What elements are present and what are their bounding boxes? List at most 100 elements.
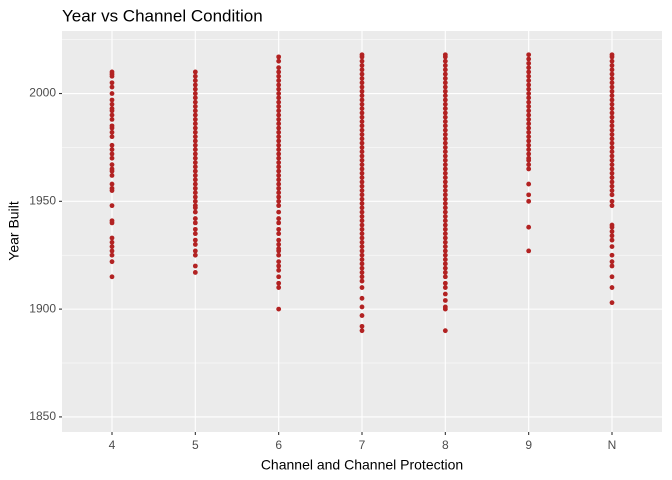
point bbox=[192, 129, 198, 135]
point bbox=[442, 291, 448, 297]
point bbox=[192, 125, 198, 131]
point bbox=[276, 142, 282, 148]
x-axis-title: Channel and Channel Protection bbox=[261, 457, 463, 473]
point bbox=[359, 76, 365, 81]
point bbox=[442, 170, 448, 176]
point bbox=[192, 142, 198, 148]
point bbox=[359, 162, 365, 168]
point bbox=[609, 93, 615, 99]
point bbox=[609, 88, 615, 94]
point bbox=[442, 88, 448, 94]
point bbox=[359, 93, 365, 99]
point bbox=[276, 274, 282, 280]
y-tick-label: 1950 bbox=[29, 193, 56, 207]
point bbox=[192, 95, 198, 101]
point bbox=[192, 155, 198, 161]
point bbox=[192, 242, 198, 247]
point bbox=[192, 112, 198, 118]
point bbox=[276, 252, 282, 258]
point bbox=[442, 136, 448, 142]
point bbox=[526, 60, 532, 66]
point bbox=[109, 259, 115, 265]
x-tick-label: 6 bbox=[275, 438, 282, 452]
point bbox=[442, 67, 448, 73]
point bbox=[192, 160, 198, 165]
point bbox=[359, 192, 365, 198]
point bbox=[276, 125, 282, 131]
point bbox=[109, 173, 115, 178]
point bbox=[609, 71, 615, 77]
x-tick-label: 4 bbox=[109, 438, 116, 452]
point bbox=[442, 196, 448, 202]
point bbox=[442, 226, 448, 232]
point bbox=[442, 145, 448, 150]
point bbox=[526, 181, 532, 187]
point bbox=[109, 147, 115, 152]
point bbox=[609, 58, 615, 64]
point bbox=[442, 71, 448, 77]
point bbox=[609, 63, 615, 68]
point bbox=[109, 112, 115, 118]
point bbox=[192, 104, 198, 109]
point bbox=[359, 110, 365, 116]
point bbox=[359, 106, 365, 112]
point bbox=[609, 244, 615, 249]
point bbox=[609, 80, 615, 86]
point bbox=[442, 162, 448, 168]
point bbox=[359, 214, 365, 219]
point bbox=[526, 52, 532, 58]
point bbox=[276, 151, 282, 157]
point bbox=[359, 285, 365, 290]
point bbox=[359, 235, 365, 241]
point bbox=[442, 205, 448, 211]
point bbox=[192, 134, 198, 140]
point bbox=[526, 95, 532, 101]
point bbox=[359, 274, 365, 280]
point bbox=[109, 239, 115, 245]
point bbox=[276, 99, 282, 105]
point bbox=[609, 162, 615, 168]
point bbox=[109, 274, 115, 280]
point bbox=[442, 166, 448, 172]
point bbox=[109, 101, 115, 107]
point bbox=[442, 244, 448, 249]
point bbox=[276, 285, 282, 290]
point bbox=[609, 140, 615, 146]
point bbox=[109, 185, 115, 191]
point bbox=[609, 183, 615, 189]
point bbox=[442, 252, 448, 258]
point bbox=[276, 58, 282, 64]
point bbox=[109, 155, 115, 161]
point bbox=[442, 110, 448, 116]
point bbox=[359, 270, 365, 275]
point bbox=[609, 237, 615, 243]
point bbox=[276, 147, 282, 152]
point bbox=[359, 175, 365, 181]
point bbox=[276, 168, 282, 174]
point bbox=[276, 246, 282, 252]
point bbox=[442, 222, 448, 228]
point bbox=[109, 235, 115, 241]
point bbox=[526, 162, 532, 168]
point bbox=[359, 67, 365, 73]
point bbox=[192, 237, 198, 243]
point bbox=[442, 157, 448, 163]
point bbox=[359, 80, 365, 86]
point bbox=[442, 328, 448, 334]
point bbox=[276, 54, 282, 60]
point bbox=[276, 134, 282, 140]
point bbox=[609, 274, 615, 280]
point bbox=[192, 194, 198, 200]
point bbox=[442, 101, 448, 107]
point bbox=[442, 179, 448, 185]
x-tick-label: 9 bbox=[525, 438, 532, 452]
point bbox=[359, 265, 365, 271]
point bbox=[442, 93, 448, 99]
x-tick-label: N bbox=[608, 438, 617, 452]
point bbox=[609, 153, 615, 159]
point bbox=[359, 205, 365, 211]
point bbox=[609, 145, 615, 150]
point bbox=[442, 132, 448, 137]
point bbox=[276, 173, 282, 178]
point bbox=[109, 106, 115, 112]
